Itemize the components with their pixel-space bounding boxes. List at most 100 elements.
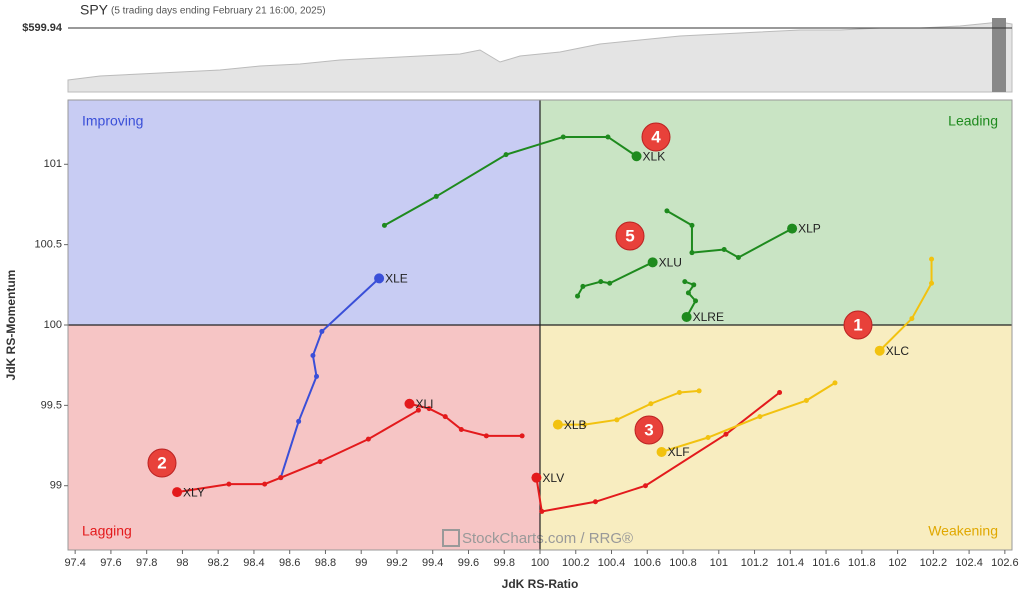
annotation-number: 2 (157, 453, 166, 472)
tail-point (483, 433, 489, 439)
series-label: XLP (798, 222, 821, 236)
head-point (874, 345, 885, 356)
y-tick-label: 100 (44, 319, 62, 331)
x-tick-label: 97.6 (100, 557, 121, 569)
y-tick-label: 99.5 (41, 399, 62, 411)
series-label: XLU (659, 255, 682, 269)
annotation-number: 1 (853, 315, 862, 334)
y-tick-label: 101 (44, 158, 62, 170)
tail-point (676, 390, 682, 395)
series-label: XLRE (693, 310, 724, 324)
tail-point (503, 152, 509, 158)
tail-point (592, 499, 598, 505)
head-point (552, 419, 563, 430)
annotation-number: 4 (651, 127, 661, 146)
tail-point (433, 193, 439, 199)
tail-point (415, 407, 421, 413)
annotation-badge (634, 415, 664, 445)
tail-point (691, 282, 697, 288)
tail-point (262, 481, 268, 487)
tail-point (426, 406, 432, 412)
tail-point (682, 279, 688, 285)
head-point (647, 257, 658, 268)
x-tick-label: 99.2 (386, 557, 407, 569)
series-label: XLF (668, 445, 690, 459)
tail-point (685, 290, 691, 296)
tail-point (317, 459, 323, 465)
quadrant-leading (540, 100, 1012, 325)
series-label: XLK (643, 149, 666, 163)
tail-point (226, 481, 232, 487)
tail-line (878, 259, 933, 352)
x-tick-label: 101.6 (812, 557, 840, 569)
tail-point (560, 134, 566, 140)
head-point (787, 223, 798, 234)
watermark-icon (442, 529, 460, 547)
quadrant-label: Leading (948, 113, 998, 129)
tail-point (929, 256, 935, 262)
tail-point (693, 298, 699, 304)
tail-line (557, 389, 700, 426)
y-axis-label: JdK RS-Momentum (4, 270, 18, 381)
quadrant-improving (68, 100, 540, 325)
x-tick-label: 100.8 (669, 557, 697, 569)
x-tick-label: 102.6 (991, 557, 1019, 569)
tail-point (705, 435, 711, 440)
annotation-badge (147, 448, 177, 478)
tail-point (648, 401, 654, 407)
annotation-badge (641, 122, 671, 152)
series-label: XLI (415, 397, 433, 411)
x-tick-label: 102 (888, 557, 906, 569)
tail-point (689, 250, 695, 256)
series-label: XLC (886, 344, 910, 358)
x-tick-label: 97.8 (136, 557, 157, 569)
tail-point (319, 328, 325, 334)
quadrant-label: Lagging (82, 523, 132, 539)
x-tick-label: 102.2 (920, 557, 948, 569)
head-point (656, 446, 667, 457)
x-tick-label: 101 (710, 557, 728, 569)
x-tick-label: 100.4 (598, 557, 626, 569)
x-tick-label: 99.6 (458, 557, 479, 569)
series-label: XLB (564, 418, 587, 432)
head-point (531, 472, 542, 483)
y-tick-label: 100.5 (34, 239, 62, 251)
tail-line (666, 210, 793, 259)
chart-title: SPY (80, 2, 109, 18)
tail-line (279, 277, 380, 478)
quadrant-lagging (68, 325, 540, 550)
quadrant-label: Improving (82, 113, 143, 129)
tail-point (832, 380, 838, 386)
quadrant-label: Weakening (928, 523, 998, 539)
chart-subtitle: (5 trading days ending February 21 16:00… (111, 6, 326, 17)
x-tick-label: 98.6 (279, 557, 300, 569)
head-point (374, 273, 385, 284)
tail-point (929, 280, 935, 286)
series-label: XLV (542, 471, 564, 485)
tail-point (442, 414, 448, 420)
tail-point (735, 255, 741, 260)
annotation-badge (843, 310, 873, 340)
tail-point (575, 293, 581, 299)
x-tick-label: 98.4 (243, 557, 264, 569)
head-point (172, 487, 183, 498)
annotation-badge (615, 221, 645, 251)
watermark: StockCharts.com / RRG® (462, 530, 633, 547)
spy-sparkline (67, 21, 1013, 93)
tail-point (605, 134, 611, 140)
tail-point (909, 316, 915, 322)
tail-point (721, 246, 727, 252)
head-point (681, 311, 692, 322)
tail-point (803, 398, 809, 404)
period-highlight (992, 18, 1006, 92)
x-tick-label: 99.4 (422, 557, 443, 569)
tail-point (296, 418, 302, 424)
tail-point (381, 222, 387, 228)
head-point (631, 151, 642, 162)
tail-line (383, 135, 638, 227)
x-tick-label: 97.4 (64, 557, 85, 569)
tail-line (409, 402, 523, 437)
tail-point (582, 422, 588, 428)
tail-point (365, 436, 371, 442)
